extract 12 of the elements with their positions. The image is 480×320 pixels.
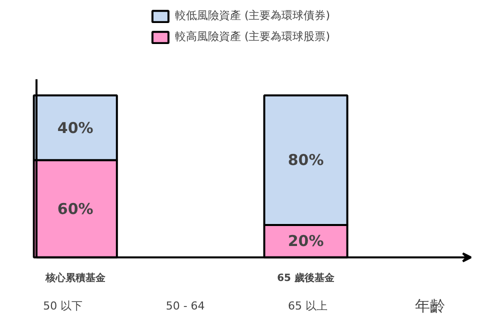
- text: 50 以下: [43, 299, 83, 312]
- data-label: 80%: [288, 151, 324, 170]
- data-label: 60%: [57, 200, 94, 218]
- x-tick-label: 65 歲後基金: [277, 272, 336, 284]
- data-label: 40%: [57, 118, 94, 137]
- text: 年齡: [415, 296, 446, 315]
- legend-label: 較高風險資產 (主要為環球股票): [174, 29, 330, 44]
- legend-label: 較低風險資產 (主要為環球債券): [174, 8, 330, 23]
- data-label: 20%: [288, 232, 324, 250]
- x-tick-label: 核心累積基金: [44, 272, 106, 284]
- text: 50 - 64: [166, 299, 205, 312]
- text: 65 以上: [288, 299, 328, 312]
